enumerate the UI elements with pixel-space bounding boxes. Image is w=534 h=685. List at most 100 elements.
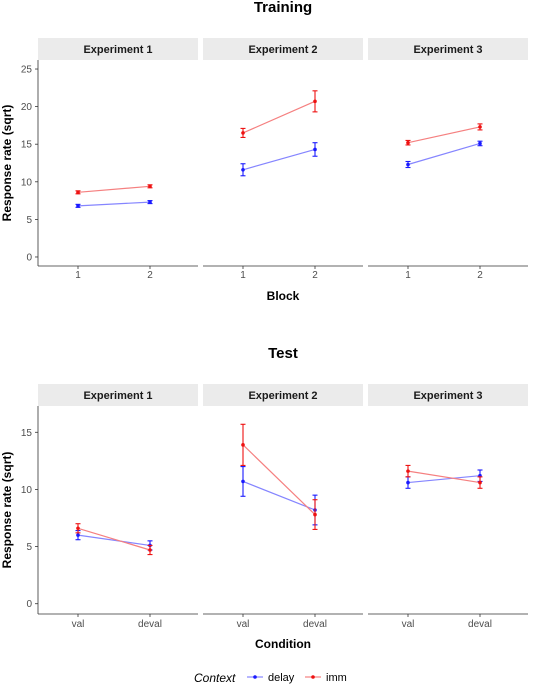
series-imm — [75, 523, 153, 556]
series-line-imm — [77, 527, 151, 551]
x-tick-label: deval — [138, 619, 162, 630]
data-point-delay — [406, 480, 410, 485]
facet-strip-label: Experiment 2 — [248, 44, 317, 56]
facet-strip — [38, 384, 198, 406]
data-point-imm — [313, 99, 317, 104]
data-point-imm — [148, 184, 152, 189]
panel-1: Experiment 1 val deval — [37, 384, 198, 630]
legend-title: Context — [194, 671, 236, 685]
data-point-delay — [76, 204, 80, 208]
data-point-imm — [313, 512, 317, 517]
legend-dot-delay — [253, 675, 257, 679]
series-delay — [405, 140, 483, 169]
series-line-imm — [407, 126, 481, 144]
x-tick-label: val — [237, 619, 250, 630]
panel-3: Experiment 3 val deval — [368, 384, 528, 630]
data-point-imm — [241, 443, 245, 447]
facet-strip-label: Experiment 2 — [248, 390, 317, 402]
data-point-delay — [478, 141, 482, 146]
series-imm — [405, 123, 483, 146]
data-point-imm — [406, 469, 410, 473]
x-axis-title: Block — [267, 289, 300, 303]
chart-test: Test Response rate (sqrt) Condition 0 5 10 15 E… — [0, 345, 528, 651]
panel-3: Experiment 3 1 2 — [368, 38, 528, 281]
data-point-delay — [76, 533, 80, 537]
data-point-imm — [241, 131, 245, 135]
data-point-delay — [241, 167, 245, 172]
series-line-imm — [242, 100, 316, 134]
legend: Context delay imm — [194, 671, 347, 685]
y-tick-label: 15 — [21, 428, 33, 439]
series-imm — [240, 423, 318, 530]
facet-strip — [203, 38, 363, 60]
y-tick-label: 10 — [21, 177, 33, 188]
x-tick-label: 2 — [477, 270, 483, 281]
chart-title: Training — [254, 0, 312, 16]
series-line-imm — [77, 185, 151, 193]
series-line-delay — [242, 148, 316, 171]
facet-strip — [368, 384, 528, 406]
legend-item-imm: imm — [305, 672, 347, 684]
data-point-imm — [76, 526, 80, 531]
legend-dot-imm — [311, 675, 315, 679]
y-tick-label: 10 — [21, 485, 33, 496]
x-tick-label: val — [72, 619, 85, 630]
data-point-imm — [406, 140, 410, 145]
series-delay — [240, 142, 318, 177]
series-line-delay — [407, 142, 481, 166]
data-point-imm — [478, 480, 482, 485]
facet-strip — [368, 38, 528, 60]
data-point-imm — [76, 190, 80, 195]
facet-strip — [38, 38, 198, 60]
series-line-delay — [407, 475, 481, 484]
y-tick-label: 0 — [26, 599, 32, 610]
data-point-imm — [478, 125, 482, 129]
facet-strip-label: Experiment 1 — [83, 44, 152, 56]
chart-training: Training Response rate (sqrt) Block 0 5 10 15 2… — [0, 0, 528, 303]
series-delay — [75, 200, 153, 208]
legend-label-imm: imm — [326, 672, 347, 684]
series-delay — [240, 466, 318, 526]
series-line-delay — [242, 480, 316, 511]
panel-2: Experiment 2 val deval — [203, 384, 363, 630]
series-line-delay — [77, 534, 151, 547]
series-line-imm — [407, 470, 481, 484]
panel-1: Experiment 1 1 2 — [37, 38, 198, 281]
data-point-delay — [241, 479, 245, 484]
x-tick-label: 1 — [405, 270, 411, 281]
series-imm — [240, 90, 318, 138]
x-tick-label: 1 — [240, 270, 246, 281]
legend-item-delay: delay — [247, 672, 295, 684]
data-point-imm — [148, 548, 152, 552]
y-tick-label: 20 — [21, 102, 33, 113]
y-tick-label: 5 — [26, 215, 32, 226]
x-tick-label: val — [402, 619, 415, 630]
series-imm — [405, 464, 483, 489]
x-tick-label: 2 — [147, 270, 153, 281]
y-tick-label: 15 — [21, 140, 33, 151]
x-tick-label: 1 — [75, 270, 81, 281]
data-point-delay — [313, 147, 317, 152]
facet-strip-label: Experiment 3 — [413, 390, 482, 402]
data-point-delay — [148, 200, 152, 204]
y-axis-title: Response rate (sqrt) — [0, 105, 14, 222]
panel-2: Experiment 2 1 2 — [203, 38, 363, 281]
x-axis-title: Condition — [255, 637, 311, 651]
data-point-delay — [406, 162, 410, 167]
y-tick-label: 5 — [26, 542, 32, 553]
series-line-delay — [77, 201, 151, 207]
facet-strip-label: Experiment 1 — [83, 390, 152, 402]
y-tick-label: 25 — [21, 65, 33, 76]
legend-label-delay: delay — [268, 672, 295, 684]
x-tick-label: deval — [468, 619, 492, 630]
chart-title: Test — [268, 345, 298, 362]
y-axis-title: Response rate (sqrt) — [0, 452, 14, 569]
facet-strip — [203, 384, 363, 406]
x-tick-label: deval — [303, 619, 327, 630]
series-imm — [75, 184, 153, 195]
x-tick-label: 2 — [312, 270, 318, 281]
y-tick-label: 0 — [26, 252, 32, 263]
facet-strip-label: Experiment 3 — [413, 44, 482, 56]
